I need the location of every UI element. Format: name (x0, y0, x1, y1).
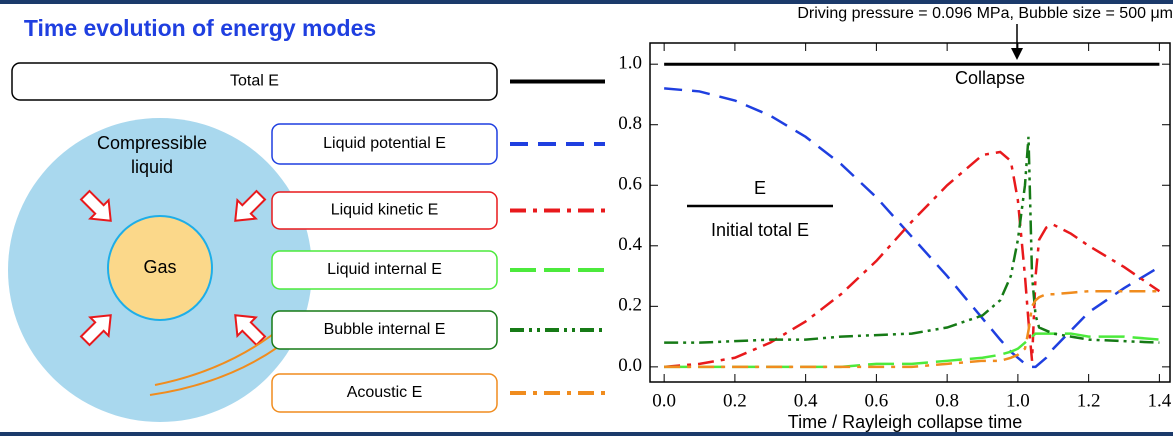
y-tick-label: 0.4 (618, 234, 642, 255)
plot-frame (650, 43, 1170, 382)
x-tick-label: 1.2 (1077, 390, 1101, 411)
slide-title: Time evolution of energy modes (24, 15, 376, 41)
y-tick-label: 0.8 (618, 113, 642, 134)
legend-label: Liquid internal E (327, 261, 442, 278)
x-tick-label: 1.0 (1006, 390, 1030, 411)
slide: Time evolution of energy modes Compressi… (0, 0, 1173, 436)
y-label-denominator: Initial total E (711, 220, 809, 240)
annotation: Collapse (955, 68, 1025, 88)
y-tick-label: 0.0 (618, 355, 642, 376)
x-tick-label: 0.0 (652, 390, 676, 411)
x-axis-label: Time / Rayleigh collapse time (788, 412, 1022, 432)
legend-label: Total E (230, 73, 279, 90)
y-label-numerator: E (754, 178, 766, 198)
legend-label: Bubble internal E (324, 321, 446, 338)
x-tick-label: 0.8 (935, 390, 959, 411)
legend-label: Acoustic E (347, 384, 423, 401)
x-tick-label: 1.4 (1148, 390, 1172, 411)
x-tick-label: 0.6 (865, 390, 889, 411)
gas-label: Gas (143, 257, 176, 277)
legend-label: Liquid kinetic E (331, 202, 439, 219)
arrow-head (1011, 48, 1023, 60)
top-bar (0, 0, 1173, 4)
x-tick-label: 0.4 (794, 390, 818, 411)
y-tick-label: 0.6 (618, 174, 642, 195)
x-tick-label: 0.2 (723, 390, 747, 411)
legend-label: Liquid potential E (323, 135, 446, 152)
series-line (664, 334, 1159, 367)
y-tick-label: 0.2 (618, 295, 642, 316)
subtitle: Driving pressure = 0.096 MPa, Bubble siz… (797, 5, 1173, 22)
bottom-bar (0, 432, 1173, 436)
y-tick-label: 1.0 (618, 53, 642, 74)
plot: 0.0 0.2 0.4 0.6 0.8 1.0 0.0 0.2 0.4 0.6 0.8 1.0 1.2 1… (618, 43, 1172, 432)
